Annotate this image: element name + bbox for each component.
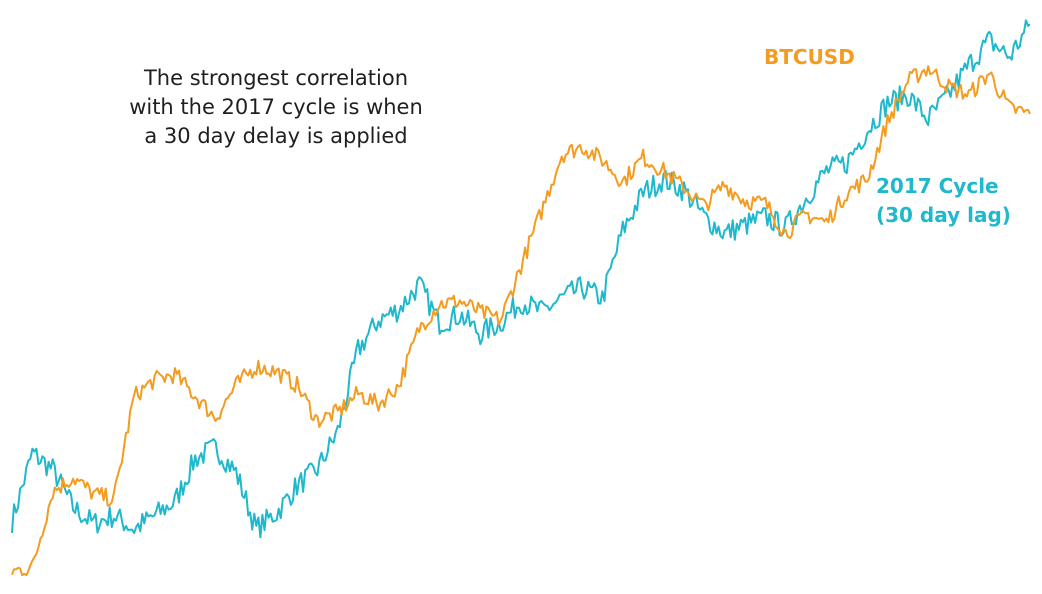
series-label-btcusd: BTCUSD [764,45,855,69]
btcusd-line [11,65,1031,577]
annotation-line-3: a 30 day delay is applied [144,124,408,148]
series-label-2017-cycle-line-1: 2017 Cycle [876,174,999,198]
series-label-2017-cycle: 2017 Cycle (30 day lag) [876,172,1011,230]
annotation-line-2: with the 2017 cycle is when [129,95,423,119]
chart-annotation: The strongest correlation with the 2017 … [120,64,432,151]
series-label-2017-cycle-line-2: (30 day lag) [876,203,1011,227]
annotation-line-1: The strongest correlation [143,66,409,90]
cycle-2017-line [11,19,1031,539]
